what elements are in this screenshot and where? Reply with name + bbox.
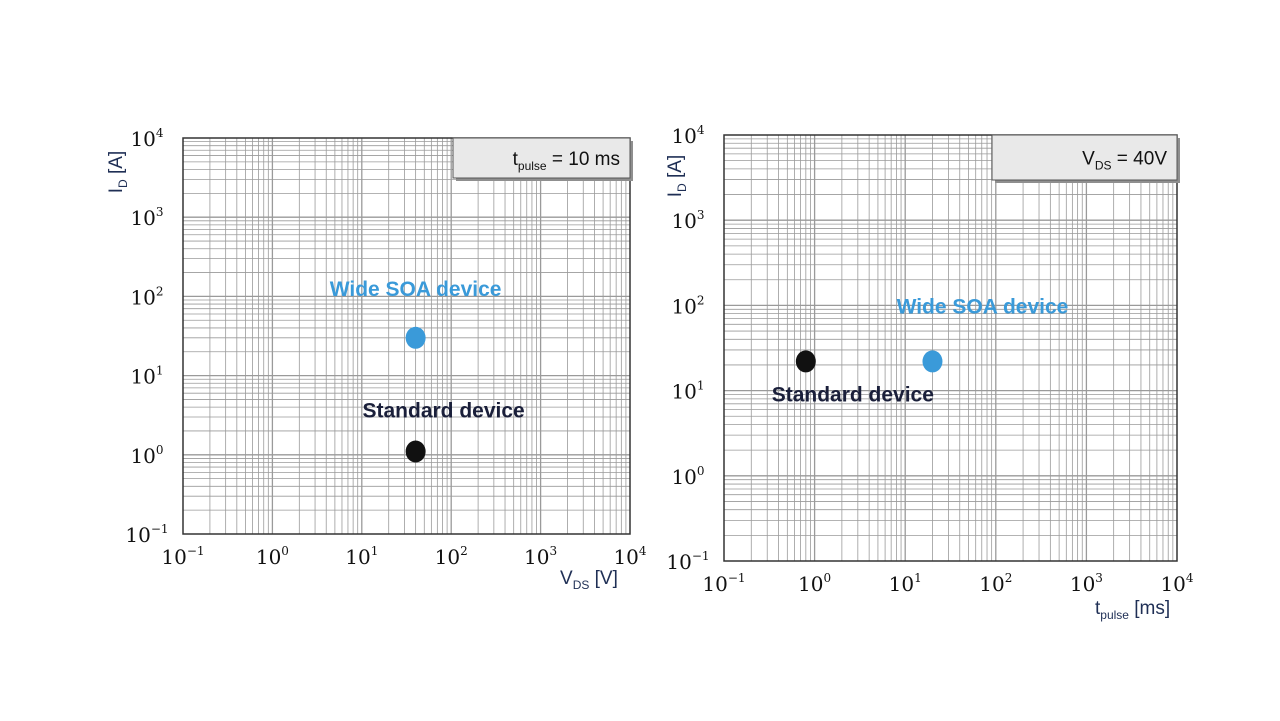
x-tick-label: 10−1 <box>161 544 204 569</box>
y-tick-label: 100 <box>130 443 163 468</box>
chart-panel-left: 10−1 100 101 102 103 104 10−1 100 101 102 103 104 ID… <box>100 110 660 592</box>
y-tick-label: 103 <box>130 205 163 230</box>
y-tick-label: 101 <box>130 364 163 389</box>
y-axis-title: ID [A] <box>665 155 689 197</box>
condition-box: tpulse = 10 ms <box>452 137 633 181</box>
y-tick-label: 103 <box>671 208 704 233</box>
y-tick-label: 100 <box>671 464 704 489</box>
y-tick-label: 10−1 <box>666 549 709 574</box>
x-tick-label: 10−1 <box>702 571 745 596</box>
y-tick-label: 102 <box>130 284 163 309</box>
series-label-wide-soa: Wide SOA device <box>897 295 1069 318</box>
series-label-wide-soa: Wide SOA device <box>330 278 502 301</box>
x-tick-label: 104 <box>1160 571 1193 596</box>
condition-box: VDS = 40V <box>991 134 1180 183</box>
plot-area <box>724 135 1177 561</box>
y-tick-label: 101 <box>671 379 704 404</box>
series-label-standard: Standard device <box>772 383 934 406</box>
x-tick-label: 104 <box>613 544 646 569</box>
data-point-wide-soa <box>922 350 943 373</box>
data-point-wide-soa <box>405 326 426 349</box>
x-axis-title: tpulse [ms] <box>1095 598 1170 622</box>
x-tick-label: 103 <box>524 544 557 569</box>
data-point-standard <box>795 350 816 373</box>
x-tick-label: 100 <box>798 571 831 596</box>
grid-lines <box>724 135 1177 561</box>
y-axis-title: ID [A] <box>106 151 130 193</box>
x-tick-label: 102 <box>435 544 468 569</box>
y-tick-label: 102 <box>671 293 704 318</box>
chart-right-svg: 10−1 100 101 102 103 104 10−1 100 101 102 103 104 ID… <box>665 123 1194 622</box>
y-tick-label: 104 <box>130 126 163 151</box>
series-label-standard: Standard device <box>363 400 525 423</box>
x-tick-label: 103 <box>1070 571 1103 596</box>
grid-lines <box>183 138 630 534</box>
chart-left-svg: 10−1 100 101 102 103 10410−1100101102103104ID… <box>106 126 647 592</box>
condition-box-bg <box>991 134 1178 181</box>
chart-panel-right: 10−1 100 101 102 103 104 10−1 100 101 102 103 104 ID… <box>645 110 1205 622</box>
condition-box-text: VDS = 40V <box>1082 149 1167 173</box>
x-tick-label: 101 <box>345 544 378 569</box>
x-tick-label: 100 <box>256 544 289 569</box>
condition-box-text: tpulse = 10 ms <box>513 149 620 173</box>
plot-frame <box>182 137 631 535</box>
x-tick-label: 101 <box>889 571 922 596</box>
y-tick-label: 104 <box>671 123 704 148</box>
y-tick-label: 10−1 <box>125 522 168 547</box>
plot-frame <box>723 134 1178 562</box>
condition-box-bg <box>452 137 631 179</box>
data-point-standard <box>405 440 426 463</box>
x-axis-title: VDS [V] <box>560 568 618 592</box>
x-tick-label: 102 <box>979 571 1012 596</box>
